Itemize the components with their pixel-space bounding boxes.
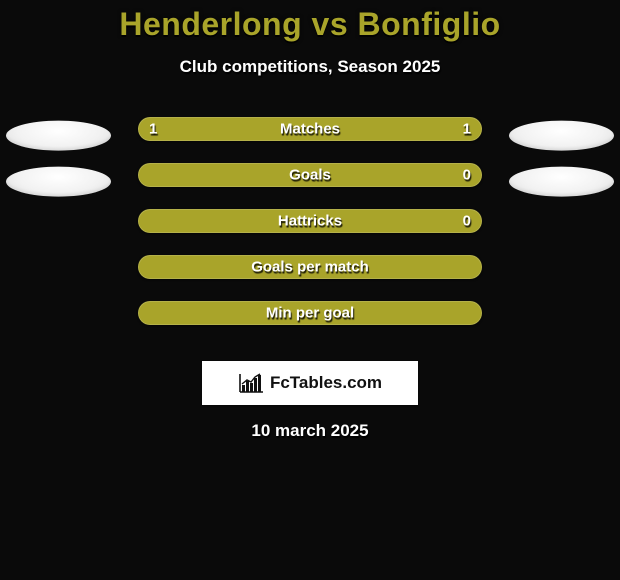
player-right-marker	[509, 167, 614, 197]
stat-bar-fill-left	[139, 302, 481, 324]
stat-rows: 11Matches0Goals0HattricksGoals per match…	[0, 115, 620, 345]
stat-row: 0Hattricks	[0, 207, 620, 253]
stat-bar: 11Matches	[138, 117, 482, 141]
comparison-infographic: Henderlong vs Bonfiglio Club competition…	[0, 0, 620, 580]
stat-value-right: 1	[463, 121, 471, 138]
stat-value-right: 0	[463, 167, 471, 184]
player-left-marker	[6, 121, 111, 151]
stat-row: 11Matches	[0, 115, 620, 161]
stat-bar: 0Hattricks	[138, 209, 482, 233]
player-right-marker	[509, 121, 614, 151]
stat-value-left: 1	[149, 121, 157, 138]
stat-row: Goals per match	[0, 253, 620, 299]
bar-chart-icon	[238, 372, 264, 394]
stat-bar: 0Goals	[138, 163, 482, 187]
stat-bar-fill-left	[139, 210, 481, 232]
stat-bar: Min per goal	[138, 301, 482, 325]
stat-bar-fill-left	[139, 118, 310, 140]
player-left-marker	[6, 167, 111, 197]
stat-row: 0Goals	[0, 161, 620, 207]
stat-row: Min per goal	[0, 299, 620, 345]
brand-badge: FcTables.com	[202, 361, 418, 405]
stat-bar-fill-right	[310, 118, 481, 140]
page-subtitle: Club competitions, Season 2025	[0, 57, 620, 77]
page-title: Henderlong vs Bonfiglio	[0, 6, 620, 43]
stat-bar: Goals per match	[138, 255, 482, 279]
stat-bar-fill-left	[139, 256, 481, 278]
date-label: 10 march 2025	[0, 421, 620, 441]
brand-text: FcTables.com	[270, 373, 382, 393]
stat-value-right: 0	[463, 213, 471, 230]
stat-bar-fill-left	[139, 164, 481, 186]
